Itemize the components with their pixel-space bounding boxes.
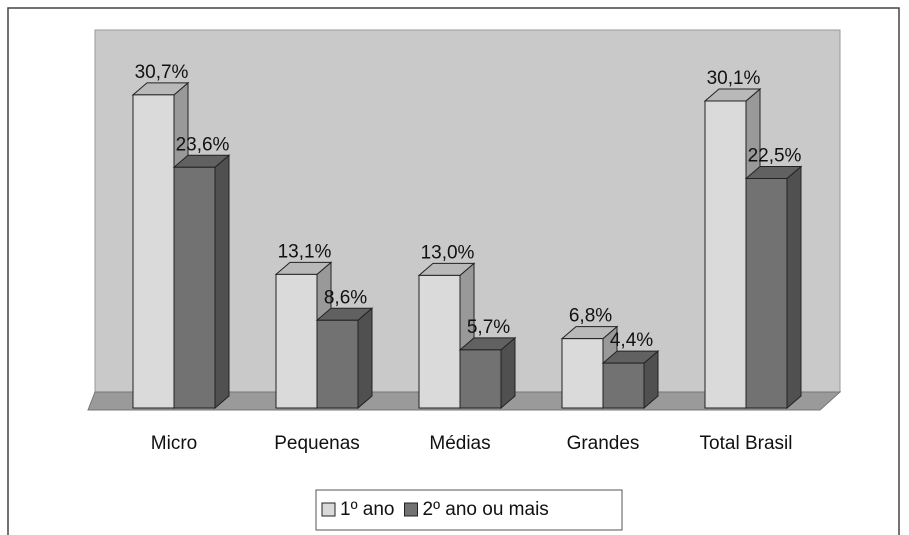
bar [745,178,788,409]
value-label: 23,6% [176,134,230,155]
bar [418,274,461,409]
value-label: 6,8% [569,306,612,327]
legend-swatch [321,502,336,517]
x-tick-label: Total Brasil [700,433,793,454]
value-label: 4,4% [610,330,653,351]
value-label: 30,7% [135,62,189,83]
value-label: 30,1% [707,68,761,89]
bar [561,338,604,409]
x-tick-label: Micro [151,433,197,454]
bar-side [357,307,373,410]
x-tick-label: Grandes [567,433,640,454]
value-label: 13,1% [278,241,332,262]
value-label: 5,7% [467,317,510,338]
legend-swatch [404,502,418,517]
x-tick-label: Médias [429,433,490,454]
bar [132,94,175,409]
value-label: 22,5% [748,146,802,167]
legend-label: 2º ano ou mais [423,499,549,520]
bar [704,100,747,409]
bar [275,273,318,409]
bar [316,319,359,409]
bar-side [786,165,802,410]
bar [459,349,502,409]
value-label: 8,6% [324,287,367,308]
x-tick-label: Pequenas [274,433,360,454]
bar [173,166,216,409]
value-label: 13,0% [421,242,475,263]
legend-box [315,489,623,531]
legend-label: 1º ano [340,499,395,520]
bar-side [214,154,230,410]
bar [602,362,645,409]
